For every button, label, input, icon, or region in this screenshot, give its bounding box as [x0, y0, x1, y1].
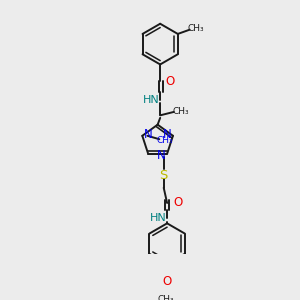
Text: HN: HN — [143, 95, 160, 105]
Text: S: S — [160, 169, 168, 182]
Text: N: N — [157, 149, 166, 162]
Text: CH₃: CH₃ — [157, 136, 173, 145]
Text: O: O — [163, 274, 172, 287]
Text: CH₃: CH₃ — [172, 106, 189, 116]
Text: O: O — [166, 75, 175, 88]
Text: HN: HN — [150, 213, 167, 223]
Text: CH₃: CH₃ — [187, 24, 204, 33]
Text: N: N — [163, 128, 171, 141]
Text: O: O — [173, 196, 183, 208]
Text: N: N — [144, 128, 153, 141]
Text: CH₃: CH₃ — [157, 295, 174, 300]
